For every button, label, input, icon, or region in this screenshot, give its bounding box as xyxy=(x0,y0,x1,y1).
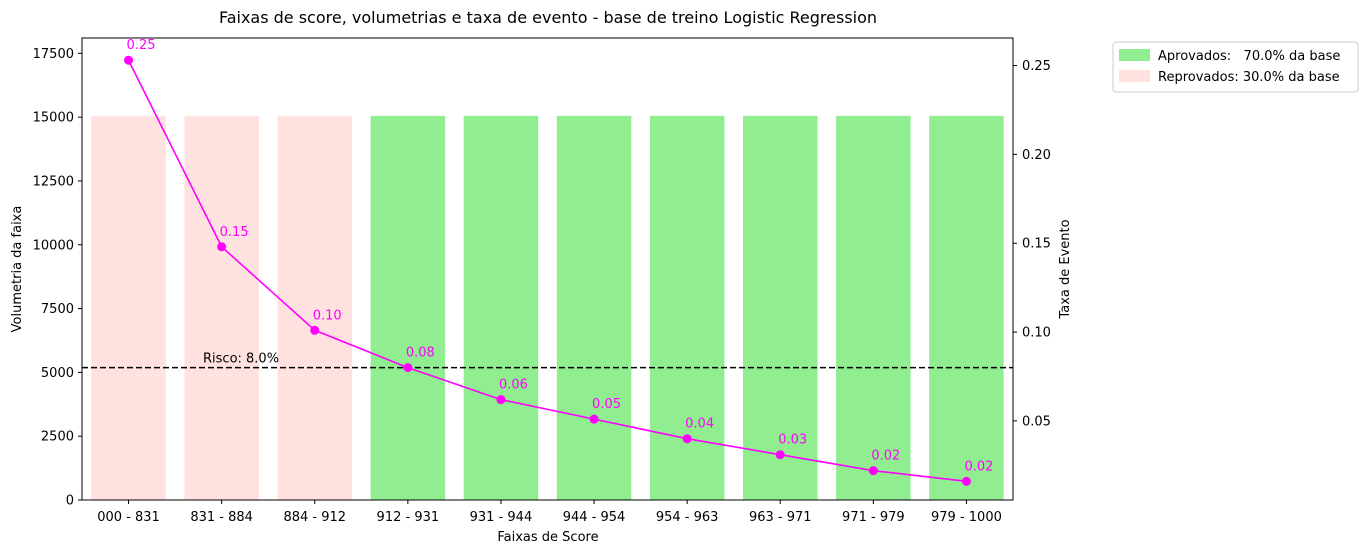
event-rate-point xyxy=(682,434,692,444)
reference-label: Risco: 8.0% xyxy=(203,352,279,367)
bar-reprovados xyxy=(184,115,259,500)
event-rate-label: 0.15 xyxy=(220,225,249,240)
x-tick-label: 944 - 954 xyxy=(563,510,626,525)
y-tick-label: 7500 xyxy=(41,302,74,317)
bar-aprovados xyxy=(743,115,818,500)
event-rate-label: 0.06 xyxy=(499,378,528,393)
legend-label: Reprovados: 30.0% da base xyxy=(1158,70,1340,85)
event-rate-point xyxy=(124,55,134,65)
event-rate-label: 0.08 xyxy=(406,346,435,361)
y-tick-label: 2500 xyxy=(41,430,74,445)
event-rate-label: 0.02 xyxy=(871,449,900,464)
event-rate-point xyxy=(961,476,971,486)
legend-swatch xyxy=(1119,49,1150,61)
y-tick-label: 5000 xyxy=(41,366,74,381)
y-tick-label: 10000 xyxy=(33,238,74,253)
legend-frame xyxy=(1112,41,1359,93)
bar-aprovados xyxy=(929,115,1004,500)
bar-series xyxy=(91,115,1004,500)
y-tick-label: 12500 xyxy=(33,174,74,189)
event-rate-line xyxy=(127,59,967,483)
y2-axis-label: Taxa de Evento xyxy=(1058,219,1073,319)
event-rate-label: 0.04 xyxy=(685,417,714,432)
bar-reprovados xyxy=(91,115,166,500)
y2-tick-label: 0.10 xyxy=(1022,326,1051,341)
plot-frame xyxy=(81,37,1014,501)
bar-aprovados xyxy=(556,115,632,500)
x-tick-label: 954 - 963 xyxy=(656,510,719,525)
event-rate-point xyxy=(310,325,320,335)
bar-aprovados xyxy=(836,115,911,500)
legend-label: Aprovados: 70.0% da base xyxy=(1158,49,1340,64)
x-tick-label: 912 - 931 xyxy=(377,510,440,525)
x-tick-label: 963 - 971 xyxy=(749,510,812,525)
y-tick-label: 17500 xyxy=(33,47,74,62)
y-axis-label: Volumetria da faixa xyxy=(10,206,25,333)
event-rate-label: 0.10 xyxy=(313,308,342,323)
event-rate-label: 0.03 xyxy=(778,433,807,448)
x-tick-label: 971 - 979 xyxy=(842,510,905,525)
legend-swatch xyxy=(1119,70,1150,82)
event-rate-point xyxy=(217,242,227,252)
legend: Aprovados: 70.0% da base Reprovados: 30.0… xyxy=(1112,41,1359,93)
event-rate-label: 0.05 xyxy=(592,397,621,412)
y2-tick-label: 0.20 xyxy=(1022,148,1051,163)
chart-title: Faixas de score, volumetrias e taxa de e… xyxy=(219,8,877,27)
event-rate-point xyxy=(868,466,878,476)
x-tick-label: 979 - 1000 xyxy=(931,510,1002,525)
event-rate-label: 0.02 xyxy=(964,459,993,474)
event-rate-point xyxy=(403,363,413,373)
x-tick-label: 884 - 912 xyxy=(283,510,346,525)
x-tick-label: 000 - 831 xyxy=(97,510,160,525)
y2-tick-label: 0.05 xyxy=(1022,414,1051,429)
bar-aprovados xyxy=(463,115,539,500)
axes: 0 2500 5000 7500 10000 12500 15000 17500 0.05 0.1… xyxy=(33,37,1051,525)
event-rate-point xyxy=(775,450,785,460)
event-rate-point xyxy=(589,414,599,424)
reference-line-group: Risco: 8.0% xyxy=(82,352,1013,369)
x-axis-label: Faixas de Score xyxy=(497,530,598,545)
bar-aprovados xyxy=(370,115,446,500)
x-tick-label: 931 - 944 xyxy=(470,510,533,525)
event-rate-point xyxy=(496,395,506,405)
x-tick-label: 831 - 884 xyxy=(190,510,253,525)
event-rate-label: 0.25 xyxy=(127,38,156,53)
y-tick-label: 0 xyxy=(66,494,74,509)
y2-tick-label: 0.15 xyxy=(1022,237,1051,252)
y2-tick-label: 0.25 xyxy=(1022,59,1051,74)
event-rate-series: 0.25 0.15 0.10 0.08 0.06 0.05 0.04 0.03 0.02 0.02 xyxy=(124,38,993,486)
y-tick-label: 15000 xyxy=(33,111,74,126)
